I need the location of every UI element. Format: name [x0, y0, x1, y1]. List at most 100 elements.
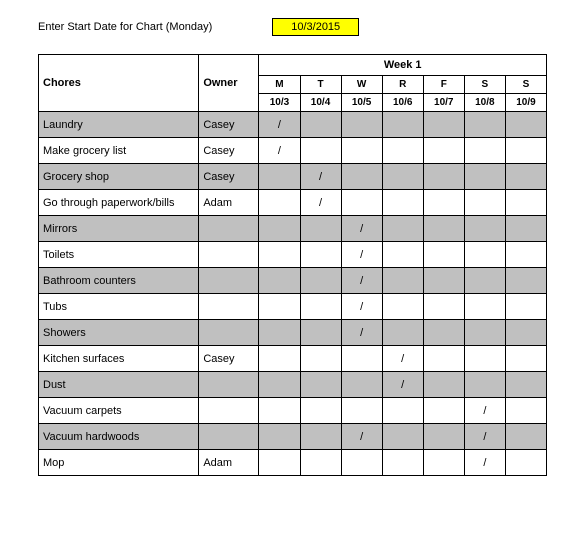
mark-cell[interactable] — [382, 138, 423, 164]
mark-cell[interactable] — [300, 294, 341, 320]
mark-cell[interactable] — [259, 164, 300, 190]
mark-cell[interactable] — [259, 190, 300, 216]
mark-cell[interactable]: / — [382, 346, 423, 372]
mark-cell[interactable]: / — [341, 294, 382, 320]
mark-cell[interactable] — [341, 138, 382, 164]
mark-cell[interactable] — [423, 320, 464, 346]
mark-cell[interactable] — [259, 398, 300, 424]
start-date-field[interactable]: 10/3/2015 — [272, 18, 359, 36]
mark-cell[interactable]: / — [464, 424, 505, 450]
mark-cell[interactable] — [423, 346, 464, 372]
owner-cell[interactable]: Casey — [199, 164, 259, 190]
mark-cell[interactable]: / — [341, 242, 382, 268]
chore-cell[interactable]: Mop — [39, 450, 199, 476]
mark-cell[interactable]: / — [341, 216, 382, 242]
mark-cell[interactable] — [382, 424, 423, 450]
mark-cell[interactable] — [259, 424, 300, 450]
mark-cell[interactable] — [300, 450, 341, 476]
mark-cell[interactable] — [300, 112, 341, 138]
owner-cell[interactable]: Adam — [199, 450, 259, 476]
mark-cell[interactable]: / — [259, 112, 300, 138]
mark-cell[interactable] — [300, 320, 341, 346]
mark-cell[interactable]: / — [341, 424, 382, 450]
mark-cell[interactable] — [464, 164, 505, 190]
mark-cell[interactable] — [505, 320, 546, 346]
mark-cell[interactable] — [464, 216, 505, 242]
mark-cell[interactable] — [505, 164, 546, 190]
chore-cell[interactable]: Toilets — [39, 242, 199, 268]
mark-cell[interactable] — [382, 216, 423, 242]
mark-cell[interactable] — [423, 216, 464, 242]
chore-cell[interactable]: Dust — [39, 372, 199, 398]
mark-cell[interactable] — [505, 242, 546, 268]
mark-cell[interactable] — [505, 450, 546, 476]
mark-cell[interactable] — [259, 268, 300, 294]
mark-cell[interactable] — [505, 346, 546, 372]
owner-cell[interactable]: Casey — [199, 346, 259, 372]
mark-cell[interactable] — [423, 268, 464, 294]
chore-cell[interactable]: Go through paperwork/bills — [39, 190, 199, 216]
mark-cell[interactable]: / — [259, 138, 300, 164]
chore-cell[interactable]: Bathroom counters — [39, 268, 199, 294]
mark-cell[interactable] — [259, 242, 300, 268]
mark-cell[interactable]: / — [464, 398, 505, 424]
owner-cell[interactable] — [199, 398, 259, 424]
mark-cell[interactable] — [505, 398, 546, 424]
mark-cell[interactable] — [300, 346, 341, 372]
mark-cell[interactable] — [382, 450, 423, 476]
mark-cell[interactable] — [259, 320, 300, 346]
mark-cell[interactable] — [464, 190, 505, 216]
chore-cell[interactable]: Grocery shop — [39, 164, 199, 190]
mark-cell[interactable]: / — [300, 164, 341, 190]
mark-cell[interactable] — [259, 346, 300, 372]
mark-cell[interactable] — [464, 138, 505, 164]
mark-cell[interactable] — [300, 372, 341, 398]
mark-cell[interactable] — [423, 372, 464, 398]
owner-cell[interactable] — [199, 268, 259, 294]
mark-cell[interactable]: / — [464, 450, 505, 476]
mark-cell[interactable] — [464, 268, 505, 294]
mark-cell[interactable]: / — [341, 268, 382, 294]
mark-cell[interactable] — [382, 112, 423, 138]
mark-cell[interactable] — [259, 294, 300, 320]
mark-cell[interactable] — [382, 190, 423, 216]
mark-cell[interactable] — [300, 398, 341, 424]
mark-cell[interactable] — [423, 242, 464, 268]
mark-cell[interactable] — [382, 268, 423, 294]
mark-cell[interactable] — [300, 242, 341, 268]
mark-cell[interactable] — [259, 216, 300, 242]
mark-cell[interactable] — [300, 424, 341, 450]
mark-cell[interactable]: / — [341, 320, 382, 346]
owner-cell[interactable] — [199, 372, 259, 398]
mark-cell[interactable] — [505, 372, 546, 398]
mark-cell[interactable] — [423, 164, 464, 190]
chore-cell[interactable]: Make grocery list — [39, 138, 199, 164]
mark-cell[interactable] — [505, 216, 546, 242]
mark-cell[interactable] — [300, 138, 341, 164]
owner-cell[interactable] — [199, 424, 259, 450]
owner-cell[interactable]: Casey — [199, 112, 259, 138]
owner-cell[interactable]: Casey — [199, 138, 259, 164]
mark-cell[interactable] — [464, 320, 505, 346]
chore-cell[interactable]: Kitchen surfaces — [39, 346, 199, 372]
mark-cell[interactable] — [382, 320, 423, 346]
chore-cell[interactable]: Showers — [39, 320, 199, 346]
mark-cell[interactable] — [505, 424, 546, 450]
mark-cell[interactable] — [341, 164, 382, 190]
mark-cell[interactable] — [341, 112, 382, 138]
owner-cell[interactable] — [199, 216, 259, 242]
chore-cell[interactable]: Vacuum hardwoods — [39, 424, 199, 450]
mark-cell[interactable]: / — [300, 190, 341, 216]
mark-cell[interactable] — [505, 268, 546, 294]
mark-cell[interactable] — [259, 372, 300, 398]
chore-cell[interactable]: Vacuum carpets — [39, 398, 199, 424]
mark-cell[interactable] — [464, 294, 505, 320]
mark-cell[interactable] — [423, 190, 464, 216]
mark-cell[interactable] — [464, 346, 505, 372]
mark-cell[interactable] — [505, 294, 546, 320]
mark-cell[interactable] — [382, 164, 423, 190]
mark-cell[interactable] — [341, 372, 382, 398]
mark-cell[interactable] — [464, 242, 505, 268]
mark-cell[interactable] — [505, 190, 546, 216]
mark-cell[interactable] — [423, 294, 464, 320]
